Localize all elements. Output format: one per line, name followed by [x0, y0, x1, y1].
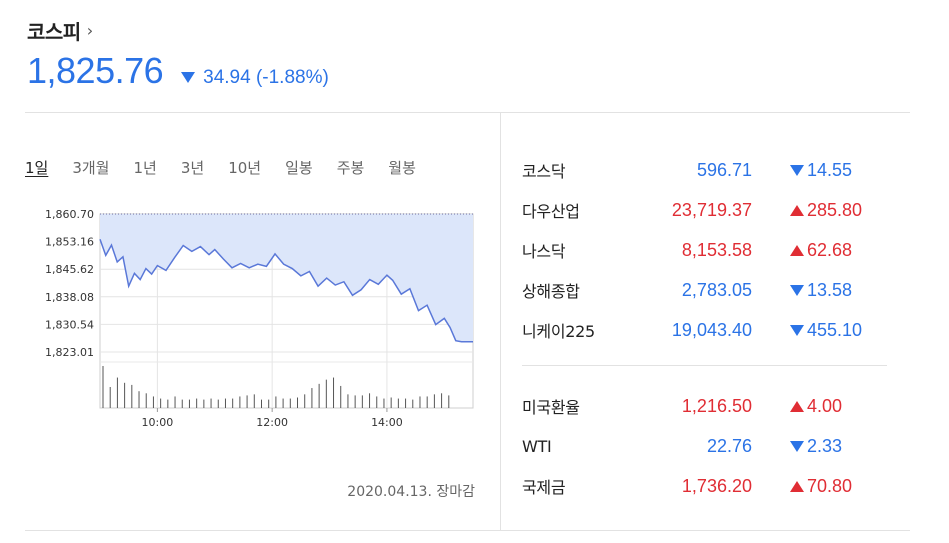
fx-change: 70.80	[790, 476, 852, 497]
market-change: 285.80	[790, 200, 862, 221]
fx-value: 1,216.50	[681, 395, 752, 416]
chart-date: 2020.04.13. 장마감	[347, 484, 475, 500]
down-arrow-icon	[790, 440, 804, 452]
divider-top	[25, 112, 910, 113]
market-change: 62.68	[790, 240, 852, 261]
up-arrow-icon	[790, 400, 804, 412]
y-tick-label: 1,860.70	[45, 208, 94, 221]
x-tick-label: 14:00	[371, 416, 403, 429]
x-tick-label: 10:00	[142, 416, 174, 429]
market-change-text: 62.68	[807, 239, 853, 260]
divider-bottom	[25, 530, 910, 531]
tab-weekly-candle[interactable]: 주봉	[336, 159, 365, 177]
index-change: 34.94 (-1.88%)	[181, 67, 329, 89]
market-row-nikkei[interactable]: 니케이225 19,043.40 455.10	[522, 310, 882, 350]
fx-name: WTI	[522, 436, 552, 456]
market-change: 14.55	[790, 160, 852, 181]
market-name: 코스닥	[522, 162, 566, 181]
market-value: 8,153.58	[681, 239, 752, 260]
fx-change: 2.33	[790, 436, 842, 457]
market-list-divider	[522, 365, 887, 366]
fx-change-text: 4.00	[807, 395, 843, 416]
y-tick-label: 1,845.62	[45, 263, 94, 276]
fx-name: 국제금	[522, 478, 566, 497]
down-arrow-icon	[790, 164, 804, 176]
index-value: 1,825.76	[27, 50, 164, 91]
down-arrow-icon	[790, 284, 804, 296]
market-name: 다우산업	[522, 202, 580, 221]
fx-change-text: 2.33	[807, 435, 843, 456]
tab-10y[interactable]: 10년	[228, 159, 262, 177]
price-fill-area	[100, 214, 473, 342]
market-row-dow[interactable]: 다우산업 23,719.37 285.80	[522, 190, 882, 230]
y-tick-label: 1,823.01	[45, 346, 94, 359]
index-title-link[interactable]: 코스피 ›	[27, 16, 93, 45]
market-change-text: 13.58	[807, 279, 853, 300]
market-change-text: 455.10	[807, 319, 863, 340]
period-tabs: 1일 3개월 1년 3년 10년 일봉 주봉 월봉	[25, 157, 440, 178]
tab-monthly-candle[interactable]: 월봉	[388, 159, 416, 177]
market-row-nasdaq[interactable]: 나스닥 8,153.58 62.68	[522, 230, 882, 270]
market-value: 596.71	[696, 159, 752, 180]
market-value: 2,783.05	[681, 279, 752, 300]
index-name: 코스피	[27, 20, 81, 44]
y-tick-label: 1,853.16	[45, 236, 94, 249]
tab-1y[interactable]: 1년	[133, 159, 157, 177]
price-line	[99, 239, 473, 343]
market-name: 상해종합	[522, 282, 580, 301]
divider-vertical	[500, 113, 501, 530]
y-tick-label: 1,830.54	[45, 318, 94, 331]
fx-value: 22.76	[706, 435, 752, 456]
index-quote: 1,825.76 34.94 (-1.88%)	[27, 50, 329, 92]
tab-3y[interactable]: 3년	[180, 159, 205, 177]
market-name: 니케이225	[522, 322, 595, 341]
down-arrow-icon	[790, 324, 804, 336]
up-arrow-icon	[790, 480, 804, 492]
up-arrow-icon	[790, 244, 804, 256]
fx-row-usd-krw[interactable]: 미국환율 1,216.50 4.00	[522, 386, 882, 426]
fx-name: 미국환율	[522, 398, 580, 417]
up-arrow-icon	[790, 204, 804, 216]
index-change-text: 34.94 (-1.88%)	[203, 67, 329, 88]
fx-row-gold[interactable]: 국제금 1,736.20 70.80	[522, 466, 882, 506]
market-change-text: 285.80	[807, 199, 863, 220]
market-value: 23,719.37	[671, 199, 752, 220]
x-tick-label: 12:00	[256, 416, 288, 429]
fx-row-wti[interactable]: WTI 22.76 2.33	[522, 426, 882, 466]
kospi-intraday-chart: 1,860.70 1,853.16 1,845.62 1,838.08 1,830.54…	[45, 208, 474, 429]
tab-1d[interactable]: 1일	[25, 159, 49, 177]
market-name: 나스닥	[522, 242, 566, 261]
chevron-right-icon: ›	[86, 21, 94, 40]
fx-change-text: 70.80	[807, 475, 853, 496]
fx-value: 1,736.20	[681, 475, 752, 496]
tab-3m[interactable]: 3개월	[72, 159, 110, 177]
market-row-kosdaq[interactable]: 코스닥 596.71 14.55	[522, 150, 882, 190]
market-change: 455.10	[790, 320, 862, 341]
tab-daily-candle[interactable]: 일봉	[285, 159, 313, 177]
market-change: 13.58	[790, 280, 852, 301]
fx-change: 4.00	[790, 396, 842, 417]
y-tick-label: 1,838.08	[45, 291, 94, 304]
market-row-shanghai[interactable]: 상해종합 2,783.05 13.58	[522, 270, 882, 310]
market-value: 19,043.40	[671, 319, 752, 340]
market-change-text: 14.55	[807, 159, 853, 180]
down-arrow-icon	[181, 72, 196, 83]
